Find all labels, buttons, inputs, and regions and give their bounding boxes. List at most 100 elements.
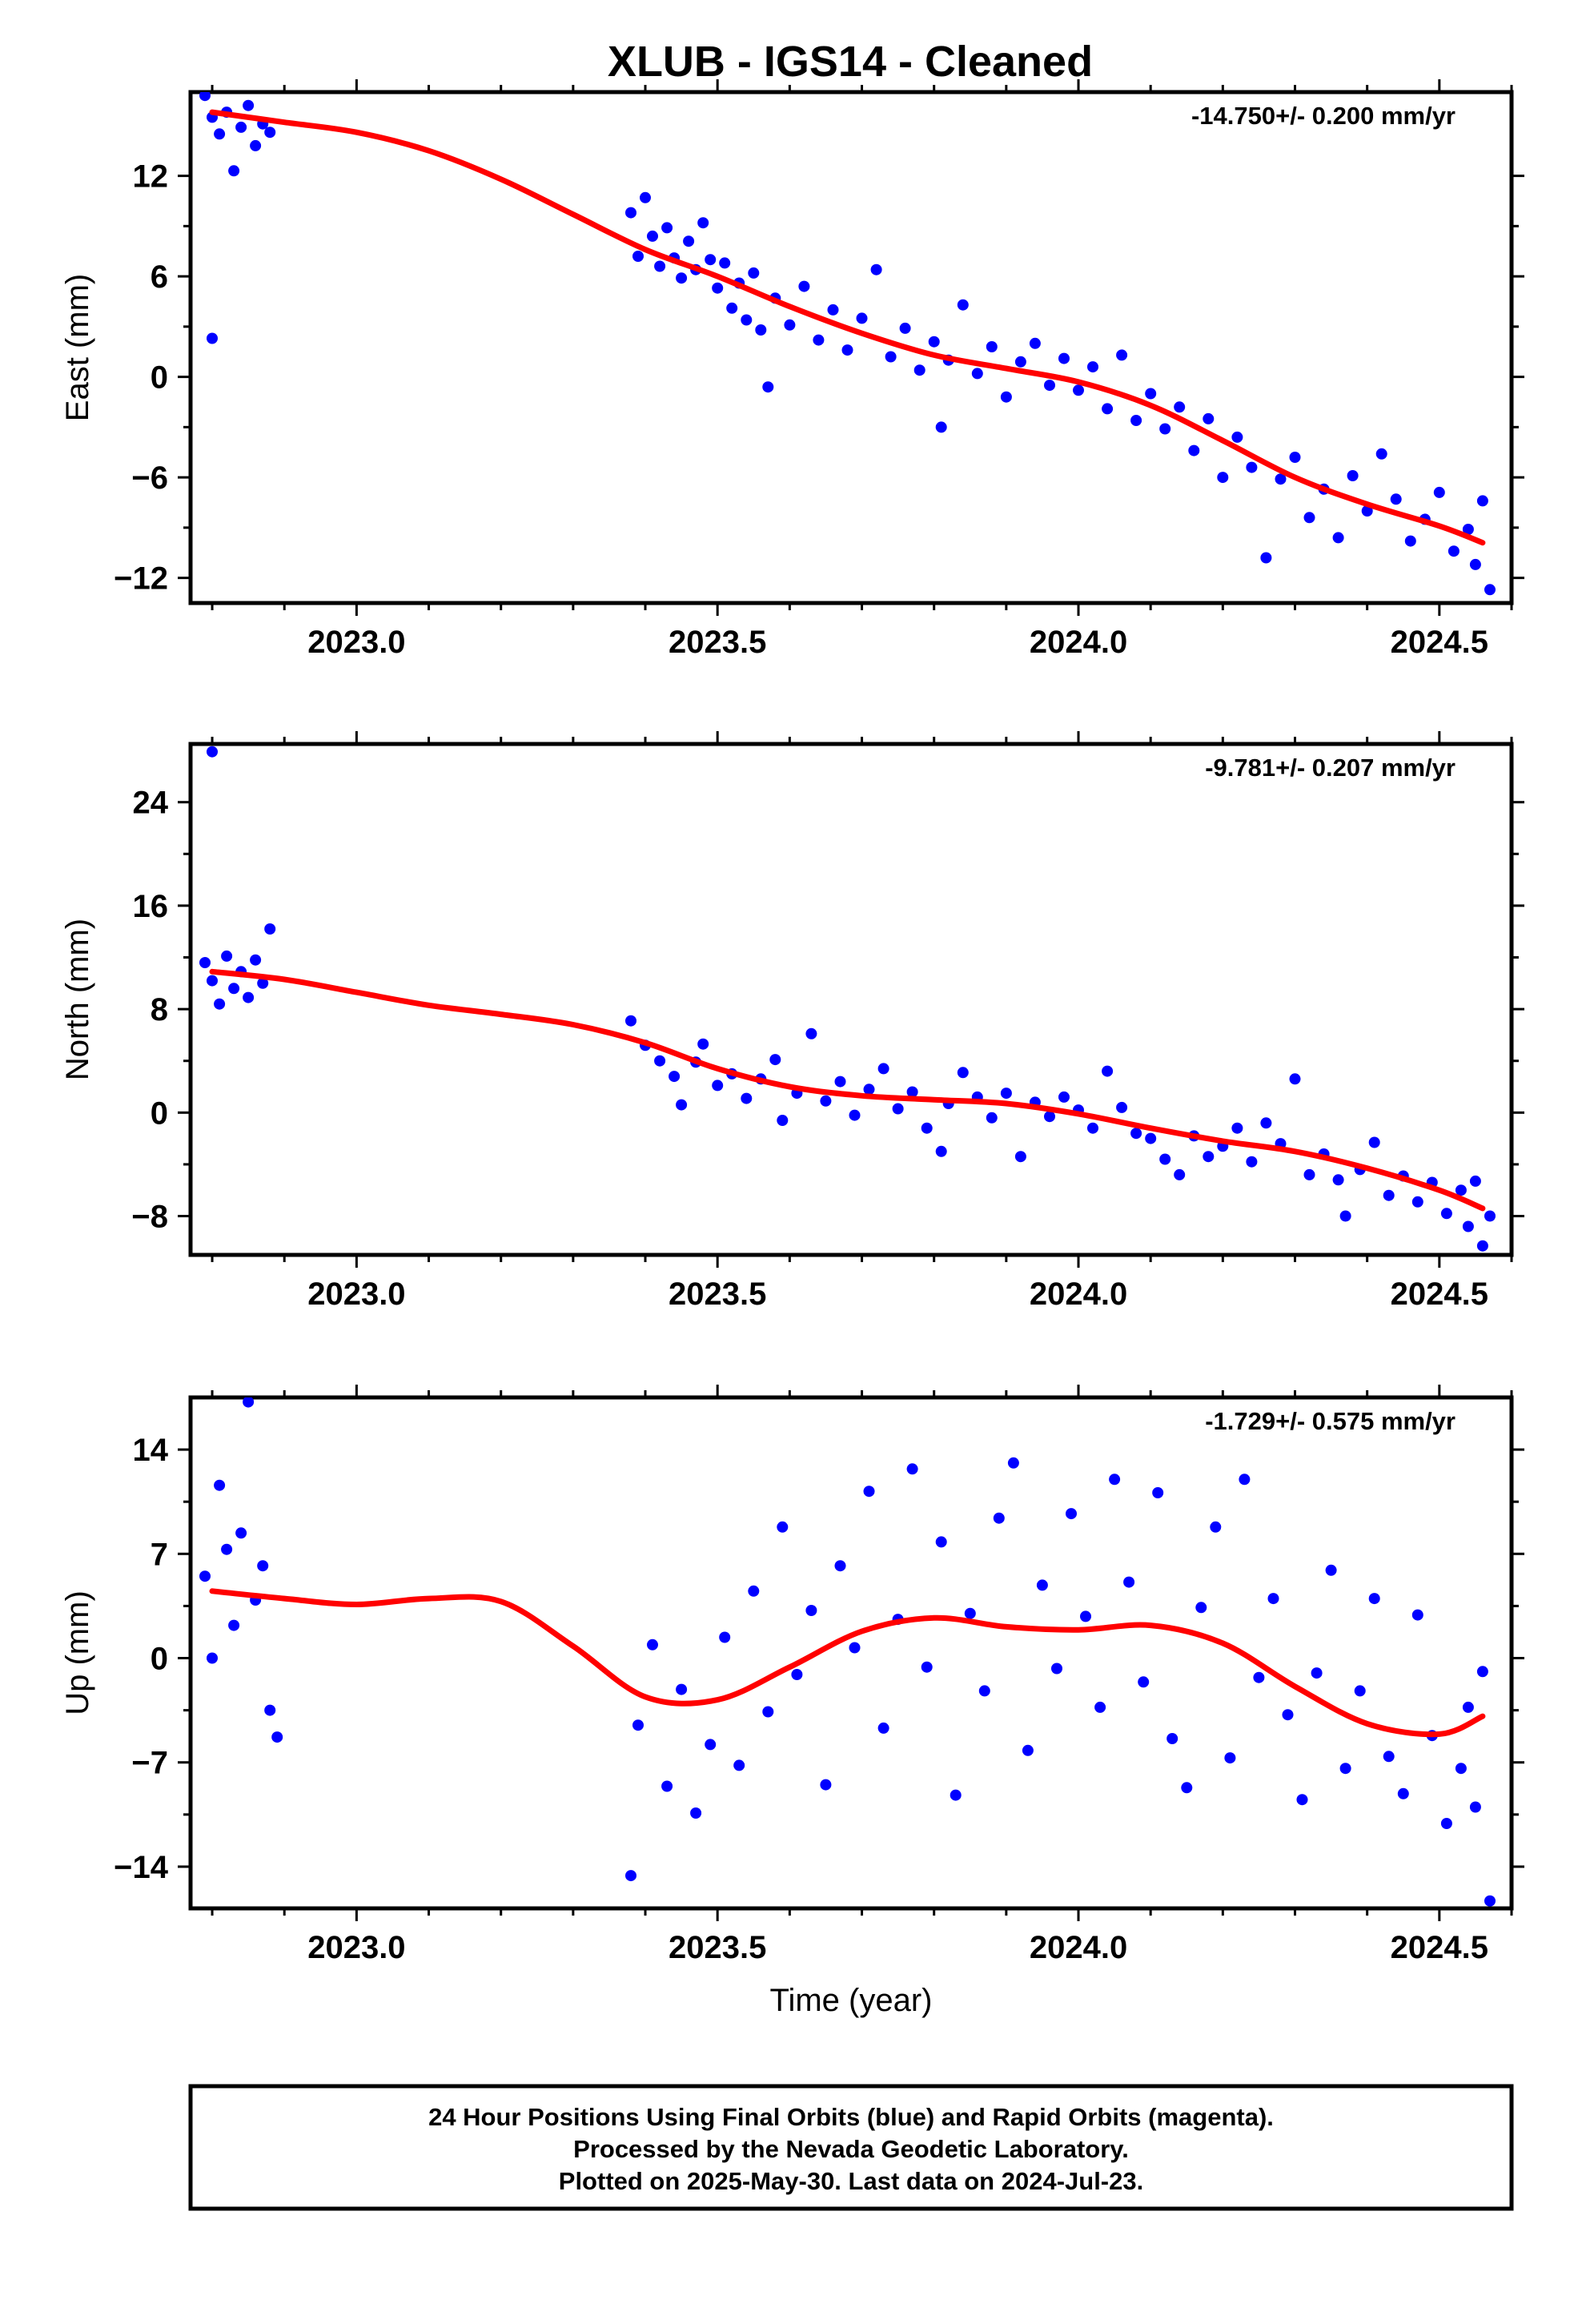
- east-xtick-label: 2023.5: [669, 625, 766, 660]
- north-data-point: [820, 1095, 832, 1107]
- east-data-point: [1275, 473, 1287, 485]
- east-data-point: [827, 304, 839, 316]
- north-data-point: [849, 1109, 861, 1121]
- east-data-point: [1484, 584, 1496, 596]
- east-xtick-label: 2023.0: [307, 625, 405, 660]
- up-data-point: [207, 1652, 218, 1664]
- up-fit-line: [209, 1588, 1486, 1738]
- east-ytick-label: 12: [133, 159, 169, 195]
- north-data-point: [863, 1084, 875, 1096]
- north-xtick-label: 2024.0: [1030, 1277, 1127, 1312]
- up-data-point: [1397, 1787, 1409, 1799]
- up-data-point: [1109, 1474, 1121, 1486]
- up-data-point: [690, 1807, 702, 1819]
- up-data-point: [1311, 1667, 1323, 1679]
- east-data-point: [1447, 545, 1460, 557]
- up-ytick-label: 0: [151, 1642, 168, 1677]
- east-data-point: [1433, 486, 1445, 498]
- north-data-point: [1130, 1128, 1142, 1140]
- east-data-point: [719, 257, 731, 269]
- up-data-point: [1007, 1457, 1019, 1469]
- north-data-point: [777, 1115, 789, 1126]
- up-data-point: [1469, 1801, 1481, 1813]
- east-data-point: [885, 351, 897, 363]
- footer-frame: [188, 2084, 1514, 2211]
- north-data-point: [712, 1080, 724, 1092]
- up-data-point: [719, 1631, 731, 1643]
- north-data-point: [1289, 1073, 1301, 1085]
- up-data-point: [791, 1669, 803, 1680]
- north-data-point: [1145, 1132, 1157, 1144]
- up-data-point: [271, 1731, 283, 1743]
- up-ylabel: Up (mm): [60, 1590, 95, 1715]
- north-data-point: [769, 1054, 781, 1066]
- east-data-point: [214, 128, 226, 140]
- north-data-point: [921, 1122, 933, 1134]
- up-data-point: [950, 1789, 962, 1801]
- north-data-point: [243, 991, 255, 1003]
- north-data-point: [676, 1099, 688, 1111]
- north-data-point: [1102, 1065, 1114, 1077]
- up-data-point: [1267, 1593, 1279, 1605]
- east-ytick-label: −6: [131, 460, 168, 496]
- up-data-point: [1354, 1685, 1366, 1697]
- east-data-point: [1174, 401, 1186, 413]
- north-plot-frame: [188, 742, 1514, 1257]
- up-data-point: [978, 1685, 990, 1697]
- north-fit-line: [209, 968, 1486, 1212]
- north-data-point: [805, 1027, 817, 1039]
- north-data-point: [877, 1063, 889, 1075]
- up-data-point: [257, 1560, 269, 1572]
- north-data-point: [221, 950, 233, 962]
- east-data-point: [755, 324, 767, 336]
- east-data-point: [1289, 452, 1301, 463]
- north-data-point: [214, 998, 226, 1010]
- east-data-point: [762, 381, 774, 393]
- up-data-point: [221, 1543, 233, 1555]
- east-data-point: [1217, 472, 1229, 484]
- east-data-point: [1102, 403, 1114, 415]
- east-data-point: [1044, 380, 1055, 392]
- up-data-point: [805, 1605, 817, 1616]
- east-data-point: [841, 344, 853, 356]
- east-data-point: [748, 267, 760, 279]
- east-data-point: [1087, 361, 1098, 373]
- east-data-point: [813, 334, 825, 346]
- north-data-point: [1159, 1153, 1171, 1165]
- east-data-point: [741, 314, 753, 326]
- north-data-point: [264, 923, 276, 935]
- east-data-point: [856, 312, 868, 324]
- east-data-point: [264, 127, 276, 139]
- east-data-point: [250, 139, 262, 151]
- east-data-point: [712, 282, 724, 294]
- east-data-point: [640, 191, 651, 203]
- north-data-point: [228, 983, 240, 995]
- east-data-point: [1462, 524, 1474, 535]
- up-data-point: [647, 1638, 658, 1651]
- up-data-point: [1383, 1751, 1395, 1763]
- east-data-point: [1260, 552, 1272, 564]
- east-data-point: [1000, 391, 1012, 403]
- east-data-point: [632, 251, 644, 262]
- east-xtick-label: 2024.0: [1030, 625, 1127, 660]
- east-ytick-label: 6: [151, 259, 168, 295]
- up-data-point: [1455, 1763, 1467, 1775]
- up-data-point: [1476, 1666, 1488, 1678]
- north-data-point: [257, 977, 269, 989]
- north-data-point: [957, 1067, 969, 1079]
- up-panel: 2023.0 2023.5 2024.0 2024.5 14 7 0 −7 −14 Up (mm)…: [60, 1385, 1524, 2018]
- up-data-point: [1094, 1701, 1106, 1713]
- east-rate-label: -14.750+/- 0.200 mm/yr: [1191, 102, 1456, 130]
- east-data-point: [697, 217, 709, 229]
- up-data-point: [906, 1463, 918, 1475]
- up-data-point: [877, 1722, 889, 1734]
- up-data-point: [1066, 1508, 1077, 1520]
- east-data-point: [207, 332, 218, 344]
- east-data-point: [1058, 352, 1070, 364]
- up-data-point: [1051, 1663, 1062, 1675]
- footer-box: 24 Hour Positions Using Final Orbits (bl…: [188, 2084, 1514, 2211]
- north-data-point: [1000, 1088, 1012, 1100]
- east-data-point: [1130, 415, 1142, 426]
- east-data-point: [1145, 388, 1157, 400]
- east-data-point: [899, 322, 911, 334]
